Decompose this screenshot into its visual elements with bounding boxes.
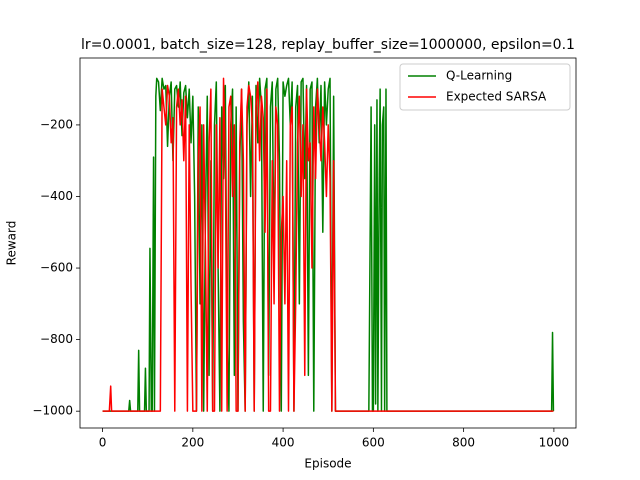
- x-tick-label: 800: [452, 436, 475, 450]
- y-tick-label: −800: [40, 332, 73, 346]
- axes-frame: [79, 57, 577, 429]
- legend-label: Expected SARSA: [446, 90, 547, 104]
- x-tick-label: 0: [99, 436, 107, 450]
- series-line: [102, 77, 554, 412]
- y-tick-label: −200: [40, 117, 73, 131]
- x-axis-label: Episode: [304, 457, 351, 471]
- legend-label: Q-Learning: [446, 69, 512, 83]
- y-axis-label: Reward: [5, 221, 19, 266]
- x-tick-label: 600: [362, 436, 385, 450]
- x-tick-label: 1000: [539, 436, 570, 450]
- x-tick-label: 200: [181, 436, 204, 450]
- y-tick-label: −1000: [32, 404, 73, 418]
- chart-title: lr=0.0001, batch_size=128, replay_buffer…: [81, 37, 575, 53]
- x-tick-label: 400: [272, 436, 295, 450]
- y-tick-label: −400: [40, 189, 73, 203]
- y-tick-label: −600: [40, 261, 73, 275]
- legend-box: [399, 63, 571, 111]
